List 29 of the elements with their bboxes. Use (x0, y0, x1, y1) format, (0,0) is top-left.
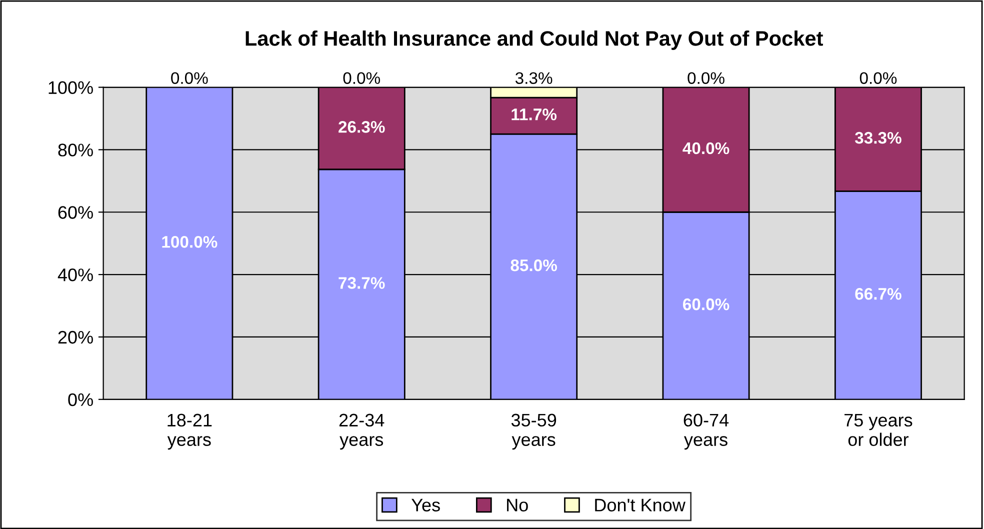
data-label: 0.0% (171, 72, 208, 84)
data-label: 0.0% (343, 72, 380, 84)
data-label: 0.0% (688, 72, 724, 84)
x-tick-label: 75 years or older (844, 414, 912, 446)
y-tick-label: 0% (68, 393, 93, 406)
data-label: 60.0% (683, 298, 730, 310)
y-tick-label: 40% (58, 268, 93, 282)
y-tick-label: 60% (58, 206, 93, 219)
x-tick-label: 18-21 years (167, 414, 212, 450)
chart-title: Lack of Health Insurance and Could Not Pay Out of Pocket (246, 30, 823, 50)
data-label: 33.3% (854, 132, 902, 144)
x-tick-label: 60-74 years (684, 414, 729, 450)
legend-label: No (507, 498, 528, 512)
y-tick-label: 80% (58, 144, 93, 156)
legend-label: Yes (412, 498, 440, 512)
data-label: 26.3% (338, 121, 385, 133)
data-label: 66.7% (855, 288, 902, 300)
x-tick-label: 22-34 years (339, 414, 384, 450)
data-label: 40.0% (682, 142, 730, 154)
y-tick-label: 20% (58, 330, 93, 344)
legend-label: Don't Know (595, 498, 686, 512)
data-label: 3.3% (515, 72, 552, 84)
data-label: 100.0% (162, 236, 218, 248)
data-label: 0.0% (860, 72, 897, 84)
x-tick-label: 35-59 years (511, 414, 556, 450)
data-label: 11.7% (512, 108, 557, 120)
data-label: 85.0% (510, 259, 558, 272)
y-tick-label: 100% (48, 81, 93, 94)
data-label: 73.7% (338, 277, 385, 289)
